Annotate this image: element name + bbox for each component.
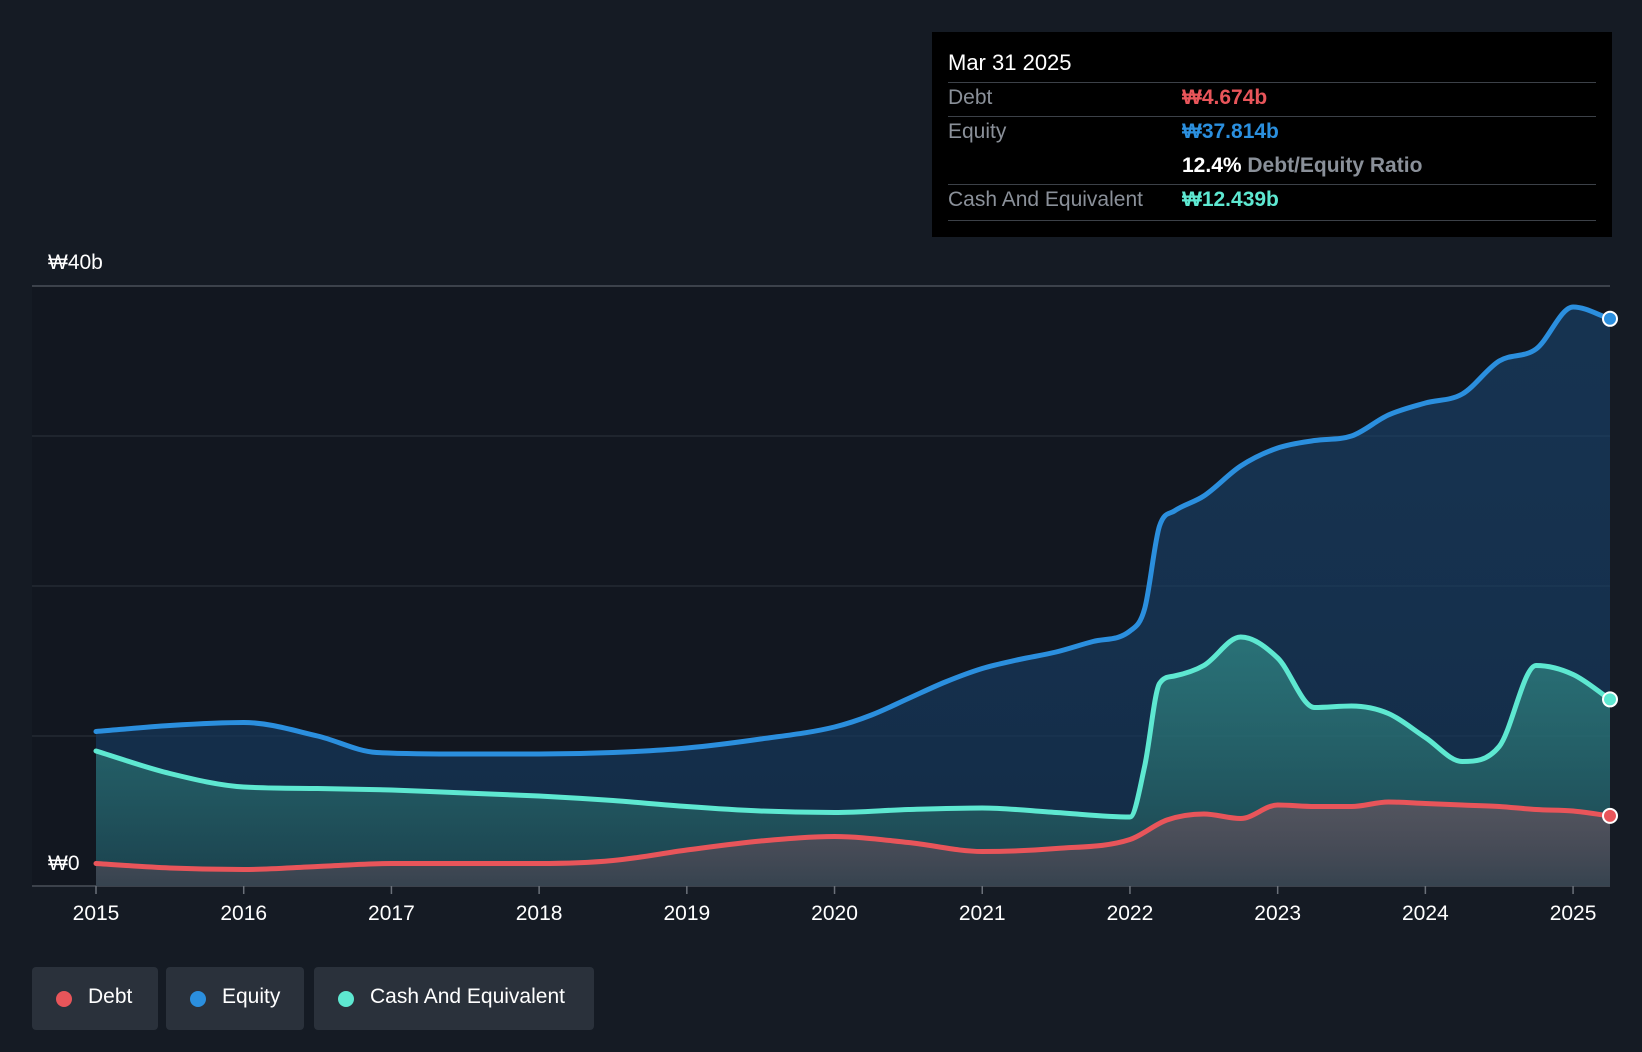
legend-label-debt: Debt (88, 985, 133, 1008)
tooltip-debt-label: Debt (948, 86, 993, 109)
series-line-equity (93, 304, 1613, 757)
x-tick-label: 2023 (1254, 902, 1301, 925)
tooltip-equity-value: ₩37.814b (1182, 120, 1279, 143)
legend-label-cash: Cash And Equivalent (370, 985, 565, 1008)
x-tick-label: 2017 (368, 902, 415, 925)
y-axis-label-top: ₩40b (48, 251, 103, 274)
end-marker-debt (1602, 807, 1618, 824)
tooltip-divider (948, 116, 1596, 117)
x-tick-label: 2022 (1107, 902, 1154, 925)
tooltip-divider (948, 220, 1596, 221)
tooltip-cash-label: Cash And Equivalent (948, 188, 1143, 211)
y-axis-label-zero: ₩0 (48, 852, 80, 875)
tooltip-divider (948, 184, 1596, 185)
x-tick-label: 2016 (220, 902, 267, 925)
end-marker-cash-and-equivalent (1602, 691, 1618, 708)
x-tick-label: 2018 (516, 902, 563, 925)
legend-dot-cash (338, 991, 354, 1007)
tooltip-ratio-label: Debt/Equity Ratio (1247, 154, 1423, 177)
x-tick-label: 2024 (1402, 902, 1449, 925)
x-tick-label: 2020 (811, 902, 858, 925)
legend-label-equity: Equity (222, 985, 281, 1008)
tooltip-equity-label: Equity (948, 120, 1007, 143)
x-tick-label: 2025 (1550, 902, 1597, 925)
series-line-cash-and-equivalent (93, 634, 1613, 820)
legend-dot-debt (56, 991, 72, 1007)
legend-dot-equity (190, 991, 206, 1007)
x-tick-label: 2019 (663, 902, 710, 925)
legend-item-cash[interactable]: Cash And Equivalent (314, 967, 594, 1030)
x-tick-label: 2021 (959, 902, 1006, 925)
tooltip-panel: Mar 31 2025 Debt ₩4.674b Equity ₩37.814b… (932, 32, 1612, 237)
tooltip-cash-value: ₩12.439b (1182, 188, 1279, 211)
tooltip-ratio: 12.4% Debt/Equity Ratio (1182, 154, 1422, 178)
legend-item-equity[interactable]: Equity (166, 967, 304, 1030)
tooltip-divider (948, 82, 1596, 83)
x-tick-label: 2015 (73, 902, 120, 925)
tooltip-ratio-value: 12.4% (1182, 154, 1242, 177)
series-line-debt (93, 799, 1613, 872)
legend-item-debt[interactable]: Debt (32, 967, 158, 1030)
tooltip-debt-value: ₩4.674b (1182, 86, 1268, 109)
end-marker-equity (1602, 310, 1618, 327)
tooltip-date: Mar 31 2025 (948, 50, 1072, 75)
